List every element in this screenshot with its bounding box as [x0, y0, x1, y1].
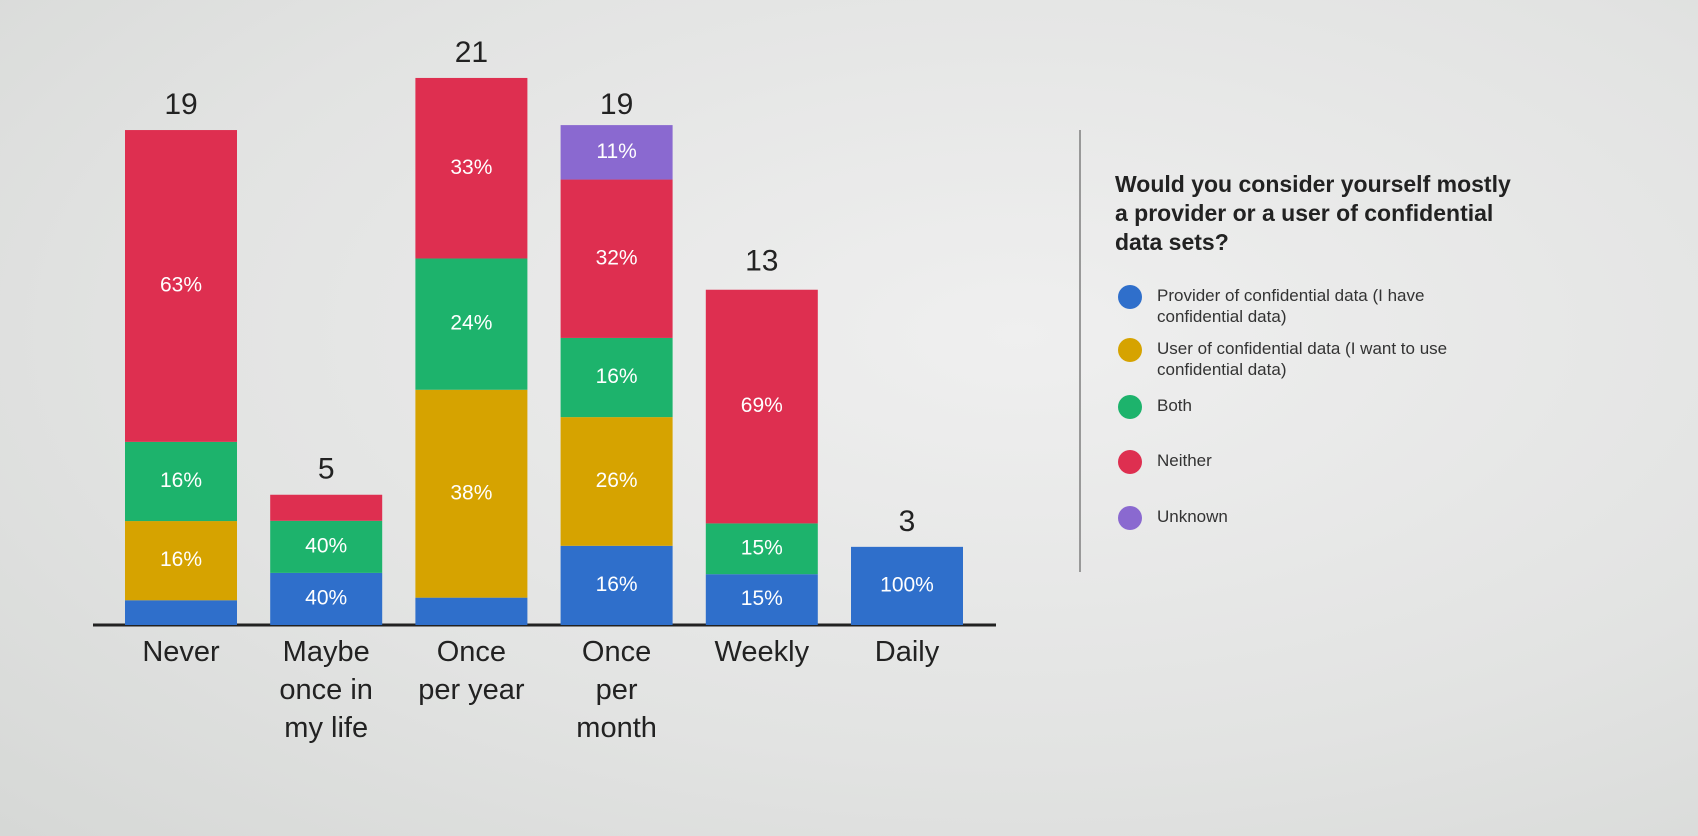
segment-label: 100%	[880, 573, 934, 596]
bar-segment	[560, 417, 673, 546]
segment-label: 32%	[596, 246, 638, 269]
bar-segment	[705, 289, 818, 524]
total-label: 21	[455, 36, 488, 69]
legend-swatch	[1118, 338, 1142, 362]
segment-label: 63%	[160, 274, 202, 297]
legend-label: Unknown	[1157, 507, 1228, 526]
segment-label: 11%	[596, 140, 636, 163]
segment-label: 16%	[596, 365, 638, 388]
total-label: 19	[600, 88, 633, 121]
bar-segment	[125, 130, 237, 442]
legend-item: Provider of confidential data (I have co…	[1118, 285, 1498, 327]
legend-swatch	[1118, 450, 1142, 474]
bar-segment	[125, 600, 237, 625]
legend-label: User of confidential data (I want to use…	[1157, 339, 1448, 379]
legend-item: Unknown	[1118, 506, 1498, 530]
segment-label: 16%	[160, 548, 202, 571]
bar-segment	[270, 494, 383, 521]
x-tick-label: Maybe once in my life	[279, 636, 373, 744]
bar-segment	[560, 179, 673, 338]
bar-segment	[560, 545, 673, 625]
x-tick-label: Never	[142, 636, 220, 668]
bar-segment	[270, 520, 383, 573]
bar-segment	[705, 574, 818, 625]
bar-segment	[125, 441, 237, 522]
x-tick-label: Daily	[874, 636, 940, 668]
segment-label: 15%	[741, 587, 783, 610]
legend-title: Would you consider yourself mostly a pro…	[1115, 171, 1511, 255]
segment-label: 33%	[450, 156, 492, 179]
total-label: 13	[745, 244, 778, 277]
legend-label: Provider of confidential data (I have co…	[1157, 286, 1425, 326]
bar-segment	[705, 523, 818, 575]
bar-segment	[560, 125, 673, 180]
bar-segment	[560, 337, 673, 418]
segment-label: 24%	[450, 312, 492, 335]
bar-segment	[270, 572, 383, 625]
bar-segment	[415, 389, 528, 598]
x-tick-label: Once per year	[418, 636, 525, 706]
segment-label: 69%	[741, 394, 783, 417]
bar-segment	[125, 521, 237, 601]
x-tick-label: Weekly	[714, 636, 810, 668]
total-label: 19	[164, 88, 197, 121]
legend-swatch	[1118, 285, 1142, 309]
segment-label: 38%	[450, 481, 492, 504]
segment-label: 15%	[741, 536, 783, 559]
x-tick-label: Once per month	[576, 636, 657, 744]
segment-label: 40%	[305, 534, 347, 557]
segment-label: 16%	[596, 573, 638, 596]
legend-item: Neither	[1118, 450, 1498, 474]
legend-item: Both	[1118, 395, 1498, 419]
segment-label: 40%	[305, 586, 347, 609]
segment-label: 16%	[160, 469, 202, 492]
legend-swatch	[1118, 506, 1142, 530]
bar-segment	[415, 597, 528, 625]
total-label: 5	[318, 453, 335, 486]
legend-item: User of confidential data (I want to use…	[1118, 338, 1498, 380]
legend-swatch	[1118, 395, 1142, 419]
bar-segment	[415, 258, 528, 390]
bar-segment	[415, 77, 528, 259]
legend-label: Neither	[1157, 451, 1212, 470]
segment-label: 26%	[596, 469, 638, 492]
total-label: 3	[899, 505, 916, 538]
legend-label: Both	[1157, 396, 1192, 415]
bar-segment	[851, 546, 963, 625]
